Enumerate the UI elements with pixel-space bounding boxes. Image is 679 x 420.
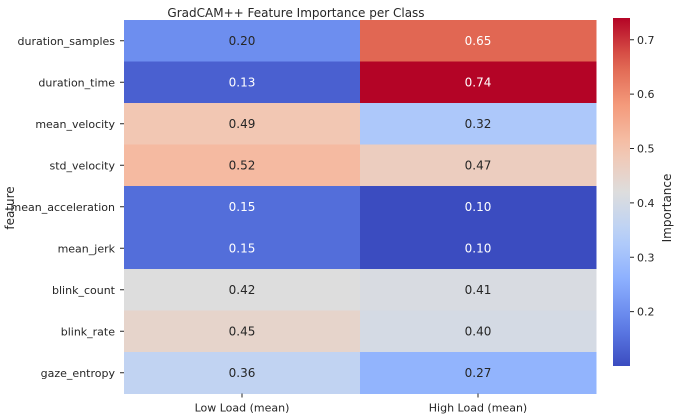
colorbar: 0.2 0.3 0.4 0.5 0.6 0.7 Importance xyxy=(613,18,674,366)
y-tick-labels: duration_samples duration_time mean_veloci… xyxy=(11,35,124,380)
y-tick-label: std_velocity xyxy=(49,159,115,172)
y-tick-label: mean_jerk xyxy=(58,242,116,255)
cell-value-label: 0.42 xyxy=(229,283,256,297)
cell-value-label: 0.74 xyxy=(465,75,492,89)
x-tick-labels: Low Load (mean) High Load (mean) xyxy=(195,393,527,415)
y-axis-label: feature xyxy=(3,186,17,229)
colorbar-tick-label: 0.6 xyxy=(637,88,655,101)
heatmap-cell xyxy=(124,269,361,311)
heatmap-cell xyxy=(360,227,597,270)
cell-value-label: 0.27 xyxy=(465,366,492,380)
x-tick-label: High Load (mean) xyxy=(429,402,527,415)
heatmap-cell xyxy=(360,310,597,353)
y-tick-label: gaze_entropy xyxy=(41,367,116,380)
colorbar-tick-label: 0.7 xyxy=(637,34,655,47)
heatmap-cell xyxy=(124,227,361,270)
cell-value-label: 0.65 xyxy=(465,34,492,48)
heatmap-cell xyxy=(360,352,597,394)
heatmap-cell xyxy=(124,352,361,394)
y-tick-label: duration_samples xyxy=(17,35,115,48)
cell-value-label: 0.13 xyxy=(229,75,256,89)
cell-value-label: 0.32 xyxy=(465,117,492,131)
heatmap-cell xyxy=(360,61,597,104)
colorbar-label: Importance xyxy=(660,174,674,243)
cell-value-label: 0.15 xyxy=(229,241,256,255)
colorbar-tick-label: 0.2 xyxy=(637,306,655,319)
chart-title: GradCAM++ Feature Importance per Class xyxy=(167,6,424,20)
colorbar-gradient xyxy=(613,18,630,366)
cell-value-label: 0.36 xyxy=(229,366,256,380)
heatmap-cell xyxy=(360,144,597,187)
cell-value-label: 0.15 xyxy=(229,200,256,214)
heatmap-cell xyxy=(124,61,361,104)
cell-value-label: 0.45 xyxy=(229,324,256,338)
heatmap-cell xyxy=(124,144,361,187)
cell-value-label: 0.10 xyxy=(465,241,492,255)
colorbar-tick-label: 0.5 xyxy=(637,143,655,156)
colorbar-tick-label: 0.4 xyxy=(637,197,655,210)
heatmap-cell xyxy=(124,186,361,228)
y-tick-label: mean_acceleration xyxy=(11,201,115,214)
heatmap-cell xyxy=(360,186,597,228)
cell-value-label: 0.52 xyxy=(229,158,256,172)
heatmap-cell xyxy=(360,20,597,62)
cell-value-label: 0.40 xyxy=(465,324,492,338)
colorbar-ticks: 0.2 0.3 0.4 0.5 0.6 0.7 xyxy=(630,34,655,319)
cell-value-label: 0.47 xyxy=(465,158,492,172)
x-tick-label: Low Load (mean) xyxy=(195,402,290,415)
heatmap-cell xyxy=(124,310,361,353)
y-tick-label: blink_count xyxy=(52,284,116,297)
cell-value-label: 0.10 xyxy=(465,200,492,214)
cell-value-label: 0.41 xyxy=(465,283,492,297)
cell-value-label: 0.20 xyxy=(229,34,256,48)
y-tick-label: blink_rate xyxy=(61,325,116,338)
cell-value-label: 0.49 xyxy=(229,117,256,131)
colorbar-tick-label: 0.3 xyxy=(637,251,655,264)
heatmap-cell xyxy=(124,20,361,62)
heatmap-cell xyxy=(360,103,597,145)
heatmap-cell xyxy=(124,103,361,145)
heatmap-cells: 0.20 0.65 0.13 0.74 0.49 0.32 0.52 0.47 0.15 0.10… xyxy=(124,20,597,394)
y-tick-label: duration_time xyxy=(38,76,115,89)
heatmap-cell xyxy=(360,269,597,311)
y-tick-label: mean_velocity xyxy=(35,118,115,131)
